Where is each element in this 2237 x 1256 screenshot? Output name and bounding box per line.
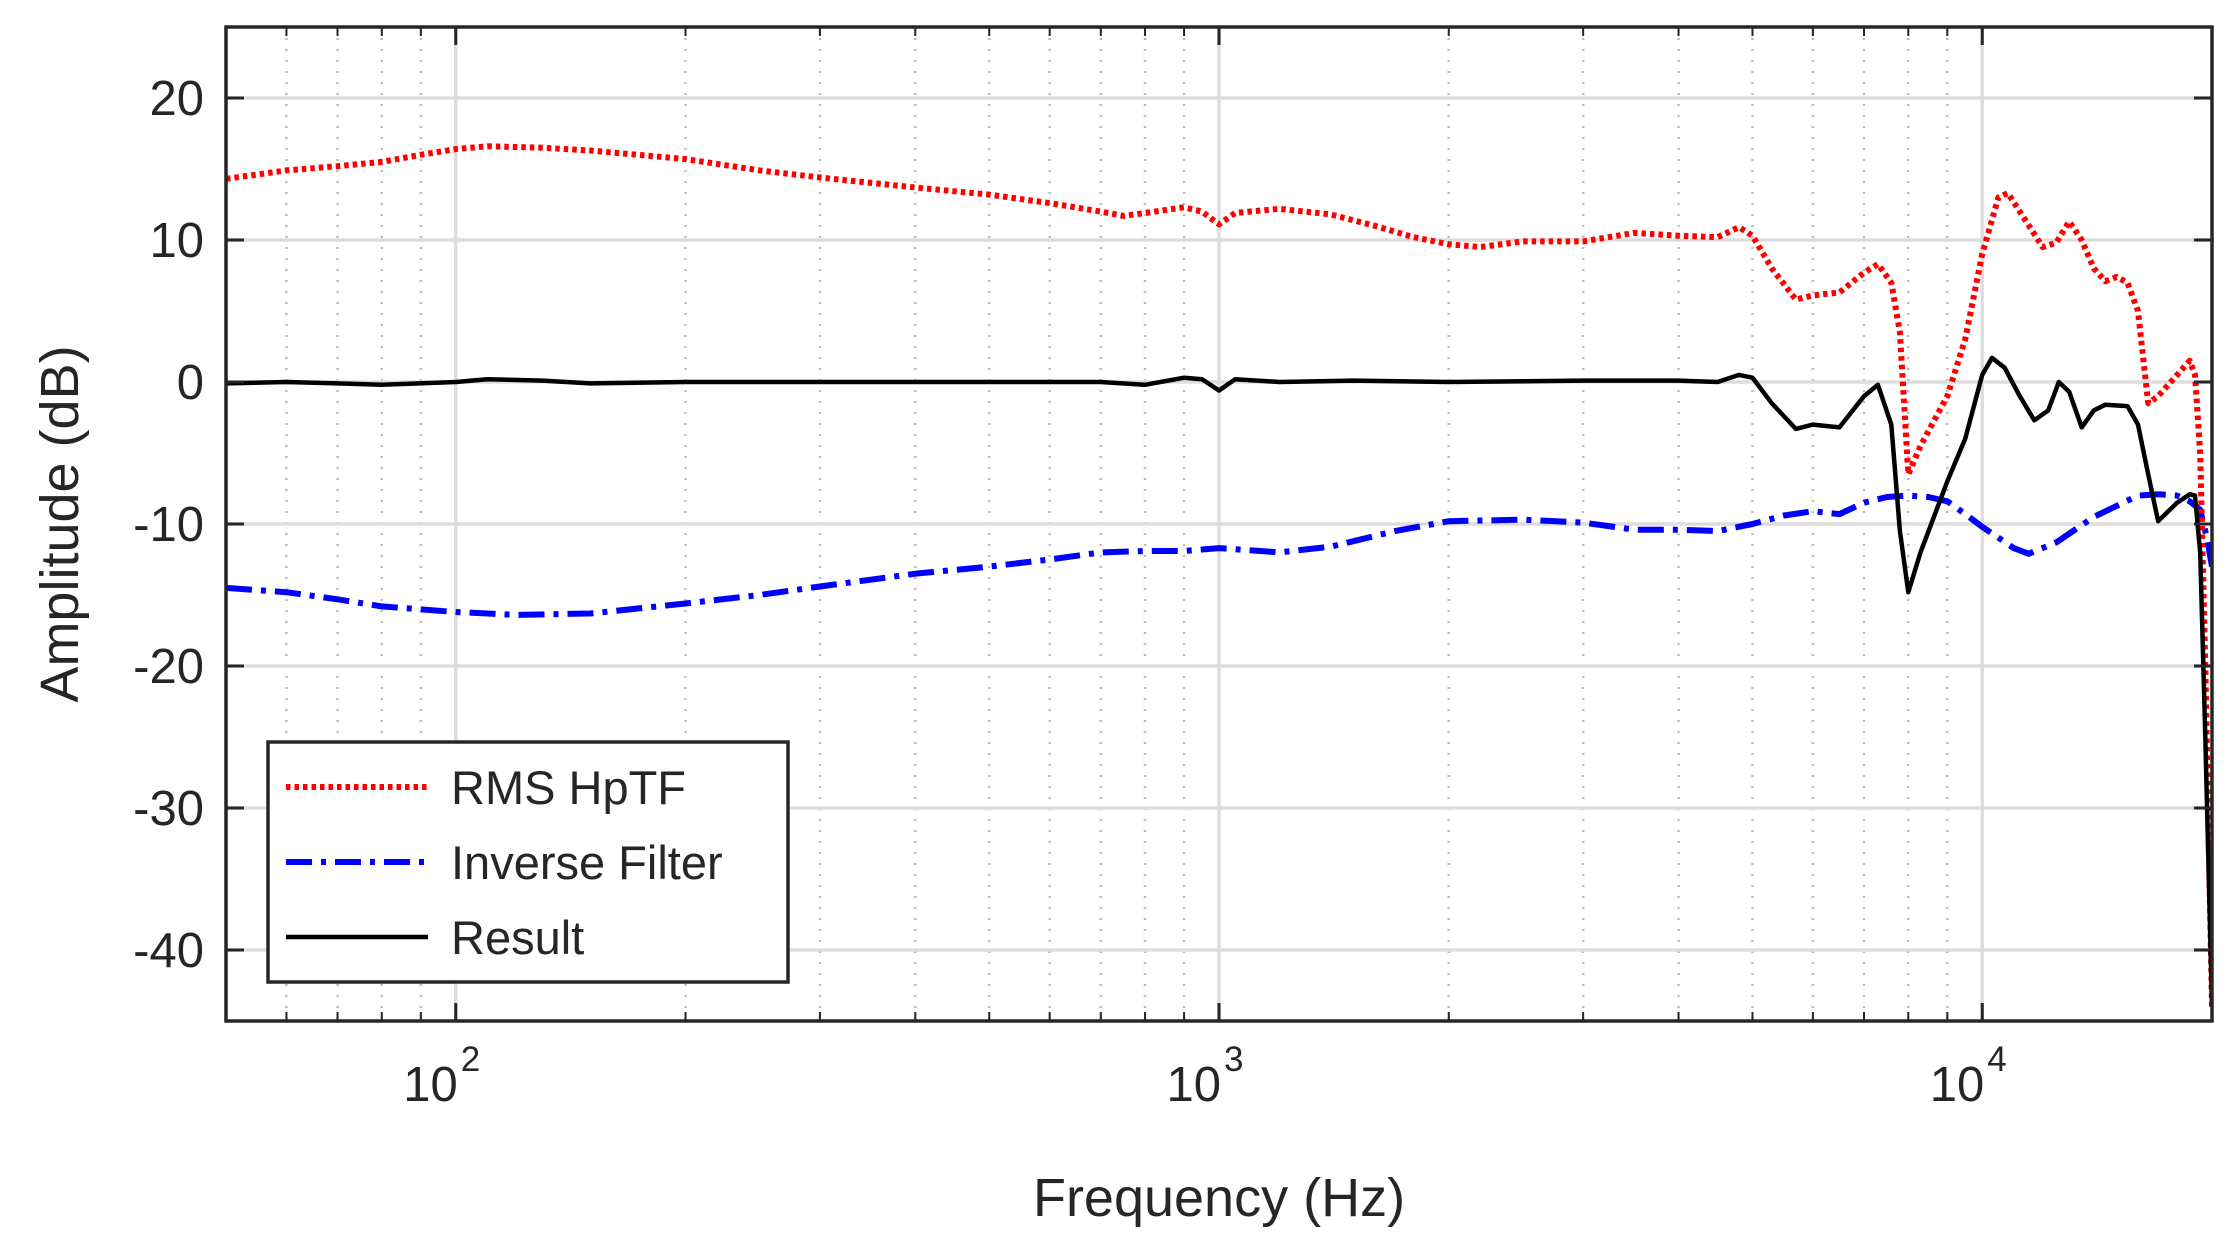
x-axis-label: Frequency (Hz)	[1033, 1168, 1405, 1228]
series-line-result	[226, 355, 2212, 1007]
x-tick-label: 10 3	[1166, 1040, 1243, 1112]
legend: RMS HpTF Inverse Filter Result	[266, 740, 790, 984]
x-tick-label-base: 10	[1930, 1058, 1985, 1112]
y-axis-label: Amplitude (dB)	[30, 345, 90, 702]
series-line-inverse-filter	[226, 491, 2212, 618]
y-tick-label: -10	[133, 498, 204, 552]
x-tick-labels: 10 2 10 3 10 4	[403, 1040, 2006, 1112]
legend-label: Result	[451, 911, 584, 964]
series-layer	[226, 143, 2212, 1007]
legend-item: Result	[286, 911, 584, 964]
y-tick-label: 10	[149, 214, 204, 268]
y-tick-labels: 20 10 0 -10 -20 -30 -40	[133, 72, 204, 978]
x-tick-label-exponent: 4	[1987, 1040, 2006, 1079]
y-tick-label: 20	[149, 72, 204, 126]
x-tick-label: 10 4	[1930, 1040, 2007, 1112]
x-tick-label-base: 10	[1166, 1058, 1221, 1112]
series-line-rms-hptf	[226, 143, 2212, 1007]
y-tick-label: -40	[133, 924, 204, 978]
tick-marks	[225, 27, 2213, 1021]
x-tick-label: 10 2	[403, 1040, 480, 1112]
legend-item: Inverse Filter	[286, 836, 723, 889]
x-tick-label-exponent: 3	[1224, 1040, 1243, 1079]
legend-item: RMS HpTF	[286, 761, 686, 814]
legend-label: RMS HpTF	[451, 761, 686, 814]
y-tick-label: -30	[133, 782, 204, 836]
x-tick-label-exponent: 2	[461, 1040, 480, 1079]
x-tick-label-base: 10	[403, 1058, 458, 1112]
legend-label: Inverse Filter	[451, 836, 723, 889]
y-tick-label: 0	[177, 356, 204, 410]
y-tick-label: -20	[133, 640, 204, 694]
